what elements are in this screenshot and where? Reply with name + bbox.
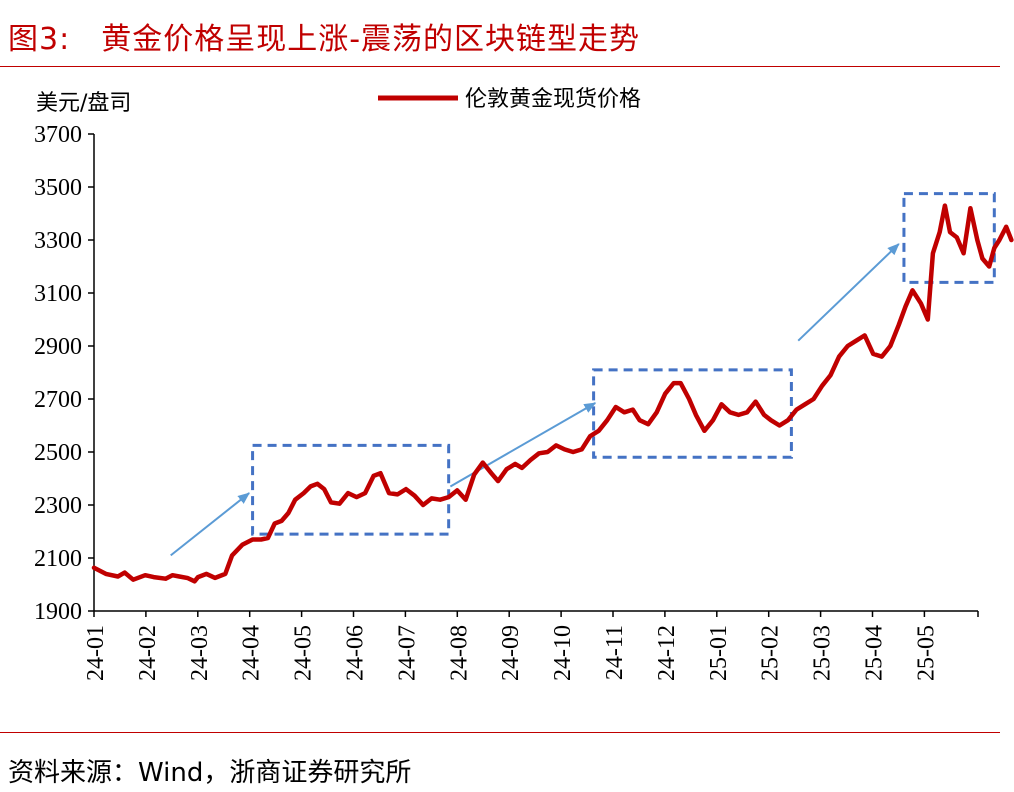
series-layer (91, 203, 1014, 584)
x-tick-label: 24-07 (394, 625, 420, 681)
y-tick-label: 2300 (34, 493, 82, 519)
trend-arrow (170, 492, 250, 557)
x-tick-label: 25-05 (913, 625, 939, 681)
y-tick-label: 2700 (34, 387, 82, 413)
x-tick-label: 24-04 (239, 625, 265, 681)
trend-arrow (797, 243, 900, 342)
top-rule (0, 66, 1000, 67)
figure-title: 图3: 黄金价格呈现上涨-震荡的区块链型走势 (8, 22, 641, 57)
source-note: 资料来源：Wind，浙商证券研究所 (8, 758, 412, 788)
y-tick-label: 2500 (34, 440, 82, 466)
x-tick-label: 25-03 (810, 625, 836, 681)
x-tick-label: 24-06 (343, 625, 369, 681)
x-tick-label: 24-09 (498, 625, 524, 681)
x-tick-label: 24-03 (187, 625, 213, 681)
gold-price-line (91, 203, 1014, 584)
y-tick-label: 3500 (34, 175, 82, 201)
x-tick-label: 24-12 (654, 625, 680, 681)
legend: 伦敦黄金现货价格 (378, 87, 641, 112)
x-tick-label: 25-02 (758, 625, 784, 681)
x-tick-label: 24-01 (83, 625, 109, 681)
y-tick-label: 3700 (34, 122, 82, 148)
x-axis: 24-01 24-02 24-03 24-04 24-05 24-06 24-07 24-08… (83, 610, 979, 681)
y-axis: 3700 3500 3300 3100 2900 2700 2500 2300 2100 1900 (34, 122, 95, 625)
x-tick-label: 25-04 (862, 625, 888, 681)
y-tick-label: 2900 (34, 334, 82, 360)
x-tick-label: 25-01 (706, 625, 732, 681)
x-tick-label: 24-08 (446, 625, 472, 681)
y-tick-label: 3100 (34, 281, 82, 307)
y-tick-label: 3300 (34, 228, 82, 254)
consolidation-box (902, 192, 996, 284)
legend-label: 伦敦黄金现货价格 (465, 87, 641, 112)
y-tick-label: 2100 (34, 546, 82, 572)
x-tick-label: 24-11 (602, 625, 628, 680)
y-axis-label: 美元/盘司 (36, 91, 131, 116)
bottom-rule (0, 732, 1000, 733)
x-tick-label: 24-10 (550, 625, 576, 681)
y-tick-label: 1900 (34, 599, 82, 625)
x-tick-label: 24-05 (291, 625, 317, 681)
x-tick-label: 24-02 (135, 625, 161, 681)
consolidation-box (251, 443, 451, 536)
